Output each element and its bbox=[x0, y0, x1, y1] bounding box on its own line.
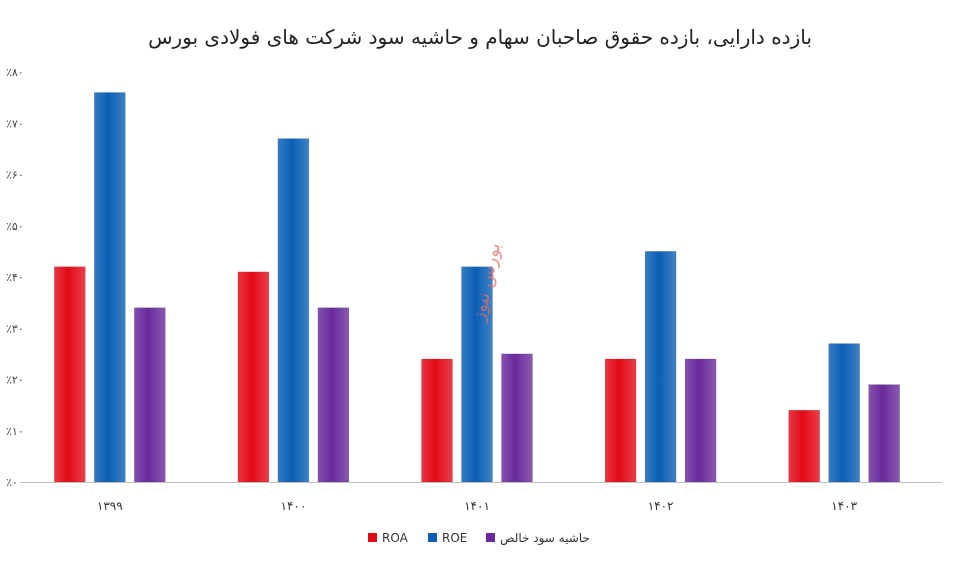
legend-label: ROA bbox=[382, 531, 409, 545]
chart-title: بازده دارایی، بازده حقوق صاحبان سهام و ح… bbox=[148, 25, 812, 49]
legend-swatch bbox=[486, 533, 495, 542]
legend-swatch bbox=[428, 533, 437, 542]
x-tick-label: ۱۳۹۹ bbox=[97, 499, 123, 513]
bar-ROE-۱۳۹۹ bbox=[94, 92, 126, 483]
legend: ROA ROE حاشیه سود خالص bbox=[368, 531, 590, 546]
y-tick-label: ٪۴۰ bbox=[6, 271, 24, 284]
x-tick-label: ۱۴۰۱ bbox=[464, 499, 490, 513]
y-tick-label: ٪۲۰ bbox=[6, 374, 24, 387]
bar-ROA-۱۳۹۹ bbox=[53, 266, 86, 483]
x-tick-label: ۱۴۰۰ bbox=[281, 499, 307, 513]
y-tick-label: ٪۶۰ bbox=[6, 169, 24, 182]
y-tick-label: ٪۸۰ bbox=[6, 66, 24, 79]
x-tick-label: ۱۴۰۲ bbox=[648, 499, 674, 513]
bar-ROA-۱۴۰۱ bbox=[421, 358, 453, 483]
y-tick-label: ٪۷۰ bbox=[6, 117, 24, 130]
x-axis: ۱۳۹۹ ۱۴۰۰ ۱۴۰۱ ۱۴۰۲ ۱۴۰۳ bbox=[97, 499, 858, 513]
bar-حاشیه-سود-خالص-۱۴۰۱ bbox=[501, 353, 533, 483]
bar-حاشیه-سود-خالص-۱۴۰۳ bbox=[868, 384, 901, 483]
y-axis: ٪۰ ٪۱۰ ٪۲۰ ٪۳۰ ٪۴۰ ٪۵۰ ٪۶۰ ٪۷۰ ٪۸۰ bbox=[6, 66, 24, 489]
plot-area bbox=[53, 92, 901, 483]
bar-حاشیه-سود-خالص-۱۴۰۰ bbox=[317, 307, 350, 483]
legend-label: حاشیه سود خالص bbox=[500, 531, 590, 546]
bar-حاشیه-سود-خالص-۱۳۹۹ bbox=[134, 307, 166, 483]
bar-ROE-۱۴۰۱ bbox=[461, 266, 493, 483]
legend-swatch bbox=[368, 533, 377, 542]
y-tick-label: ٪۵۰ bbox=[6, 220, 24, 233]
bar-ROA-۱۴۰۰ bbox=[237, 271, 270, 483]
y-tick-label: ٪۳۰ bbox=[6, 322, 24, 335]
x-tick-label: ۱۴۰۳ bbox=[831, 499, 857, 513]
bar-ROE-۱۴۰۰ bbox=[277, 138, 310, 483]
bar-ROA-۱۴۰۳ bbox=[788, 409, 821, 483]
y-tick-label: ٪۱۰ bbox=[6, 425, 24, 438]
y-tick-label: ٪۰ bbox=[6, 476, 18, 489]
bar-حاشیه-سود-خالص-۱۴۰۲ bbox=[684, 358, 717, 483]
bar-ROE-۱۴۰۳ bbox=[828, 343, 861, 483]
bar-ROA-۱۴۰۲ bbox=[604, 358, 637, 483]
bar-ROE-۱۴۰۲ bbox=[644, 251, 677, 483]
legend-label: ROE bbox=[442, 531, 467, 545]
